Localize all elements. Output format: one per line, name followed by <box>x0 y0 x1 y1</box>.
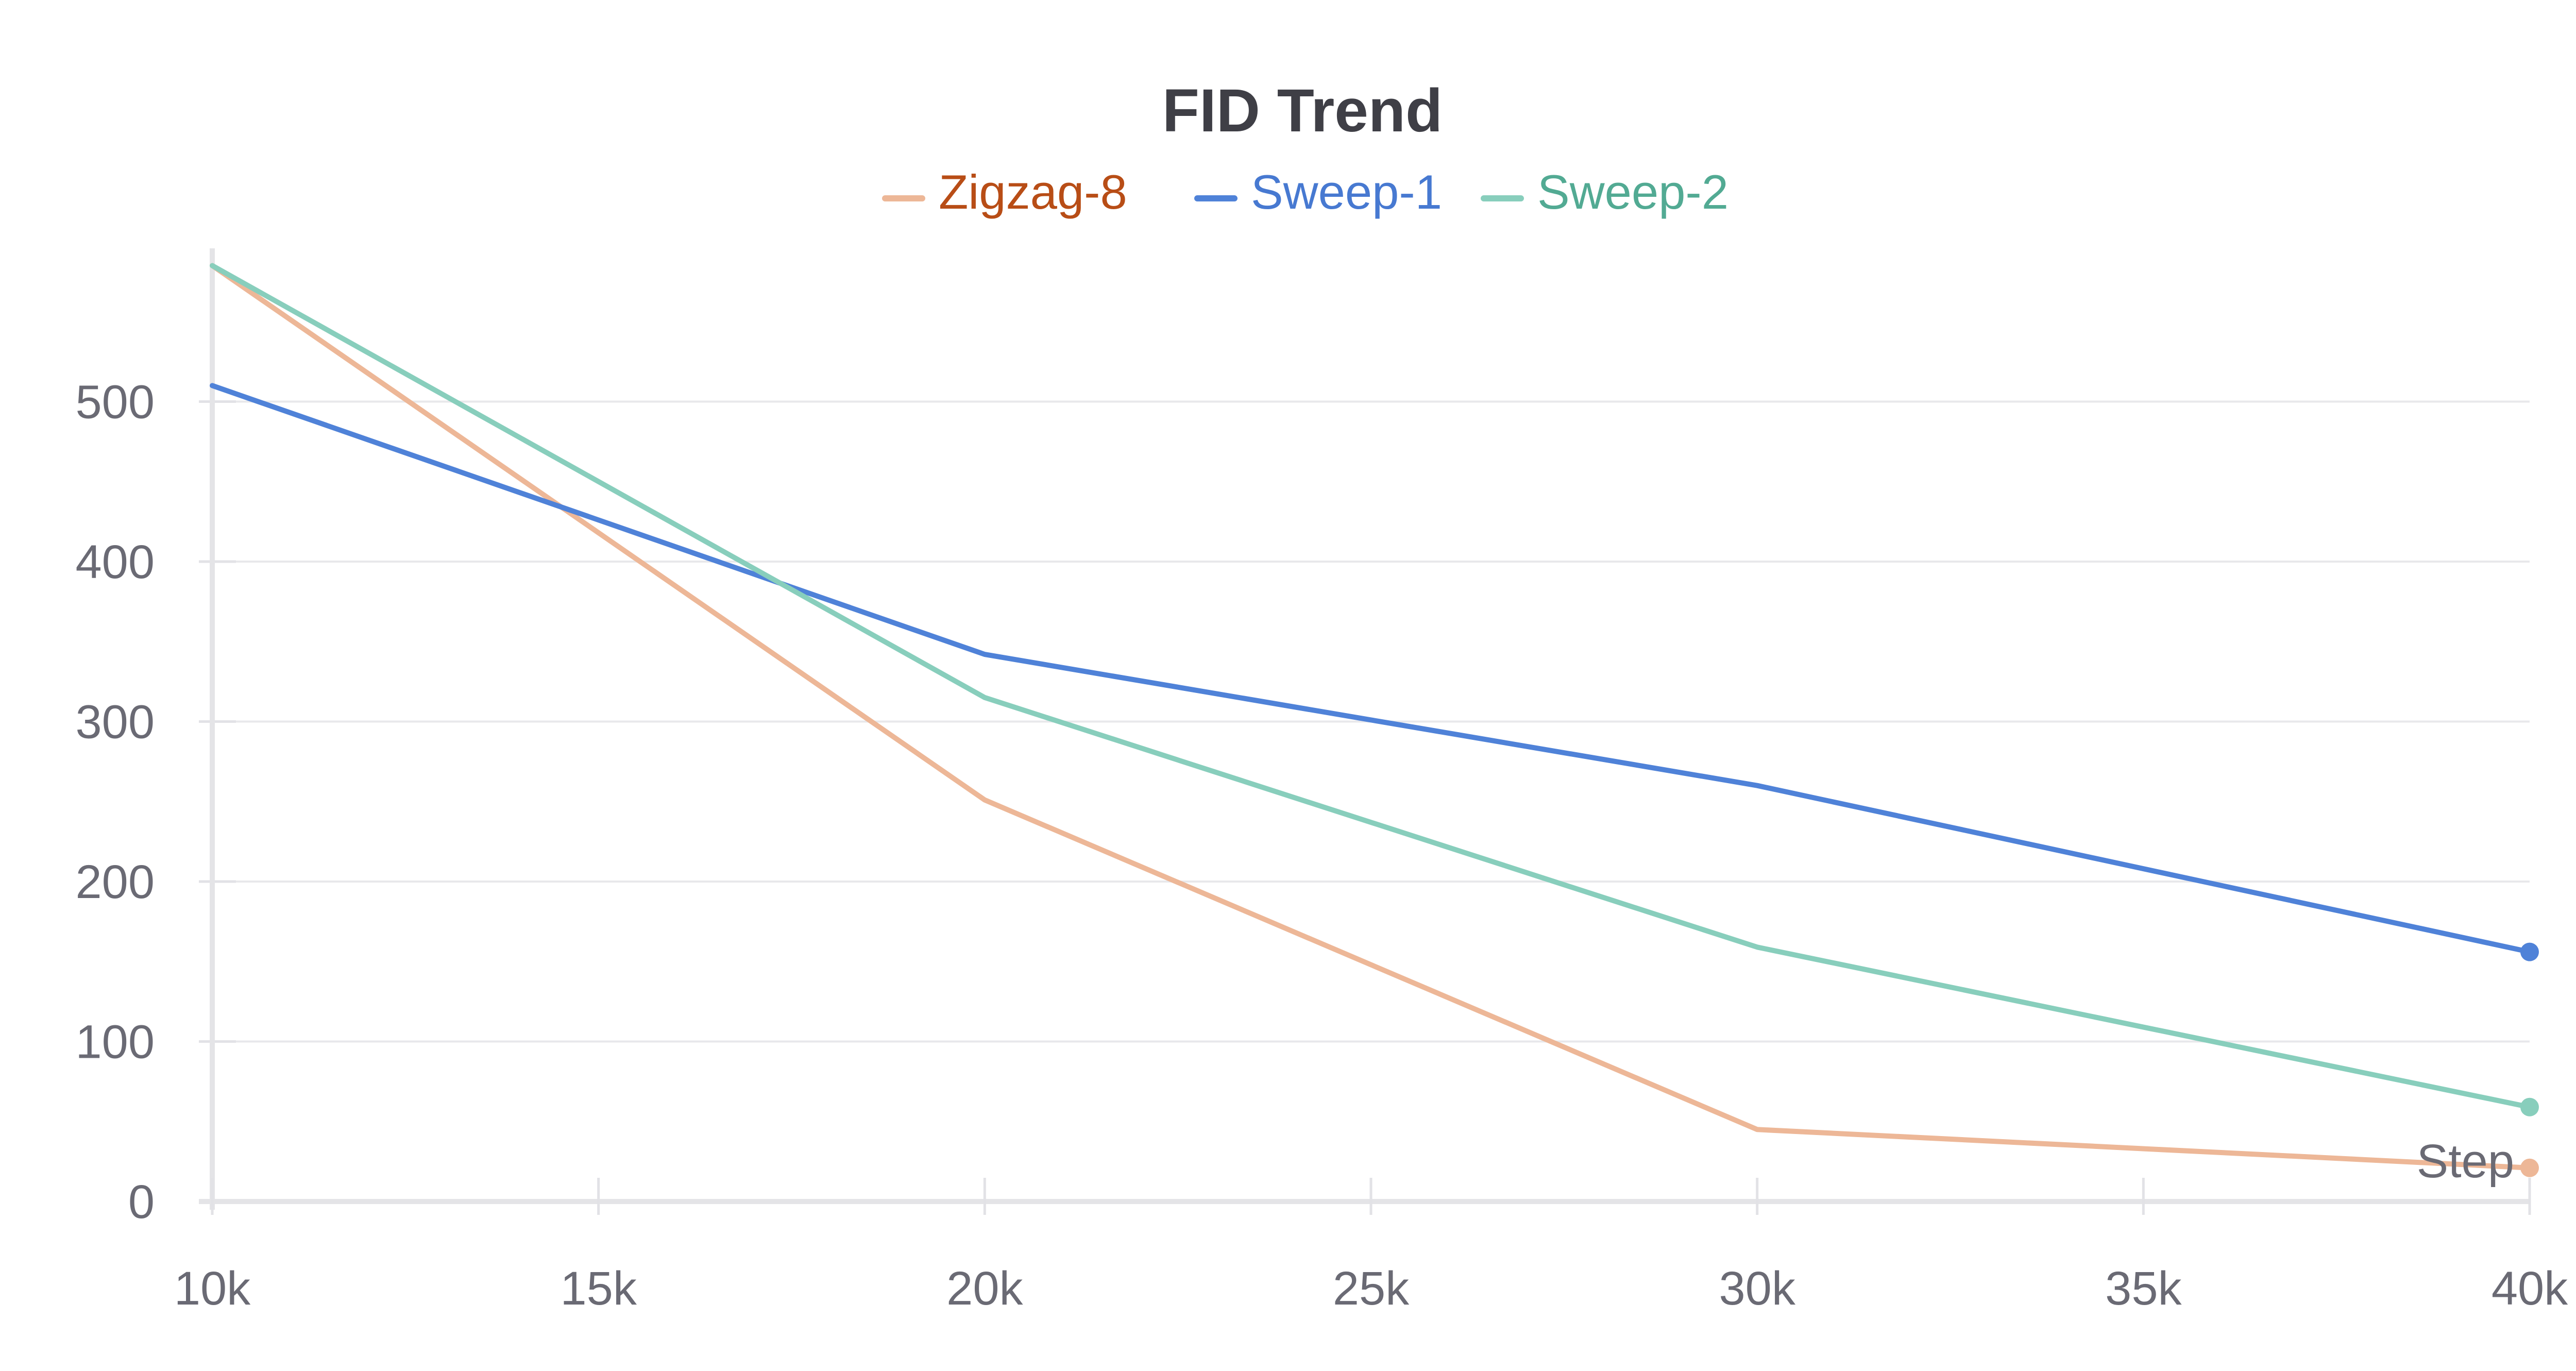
legend: Zigzag-8 Sweep-1 Sweep-2 <box>882 165 1728 219</box>
y-tick-label: 500 <box>76 376 155 428</box>
x-tick-label: 30k <box>1719 1262 1795 1315</box>
series-line-sweep-2 <box>210 263 2532 1110</box>
series-end-point-sweep-2 <box>2520 1097 2539 1116</box>
legend-label: Zigzag-8 <box>939 165 1127 219</box>
legend-item-sweep-1: Sweep-1 <box>1194 165 1442 219</box>
x-axis-title: Step <box>2417 1135 2514 1188</box>
y-tick-label: 100 <box>76 1015 155 1068</box>
series-lines <box>210 263 2539 1177</box>
series-end-point-sweep-1 <box>2520 942 2539 961</box>
legend-item-sweep-2: Sweep-2 <box>1481 165 1728 219</box>
axes: 0 100 200 300 400 500 10k 15k 20k 25k 30k 35k 40k <box>76 248 2568 1315</box>
legend-label: Sweep-1 <box>1251 165 1442 219</box>
x-tick-label: 15k <box>560 1262 637 1315</box>
x-tick-label: 20k <box>946 1262 1023 1315</box>
x-tick-label: 40k <box>2492 1262 2568 1315</box>
series-line-sweep-1 <box>210 383 2532 955</box>
x-tick-label: 25k <box>1333 1262 1410 1315</box>
legend-item-zigzag-8: Zigzag-8 <box>882 165 1127 219</box>
y-tick-label: 300 <box>76 696 155 748</box>
y-tick-label: 400 <box>76 536 155 588</box>
x-tick-label: 35k <box>2105 1262 2182 1315</box>
y-tick-label: 200 <box>76 856 155 908</box>
legend-label: Sweep-2 <box>1537 165 1728 219</box>
chart-title: FID Trend <box>1162 77 1443 145</box>
x-tick-label: 10k <box>174 1262 251 1315</box>
series-line-zigzag-8 <box>210 263 2532 1171</box>
y-tick-label: 0 <box>128 1176 155 1228</box>
series-end-point-zigzag-8 <box>2520 1158 2539 1177</box>
